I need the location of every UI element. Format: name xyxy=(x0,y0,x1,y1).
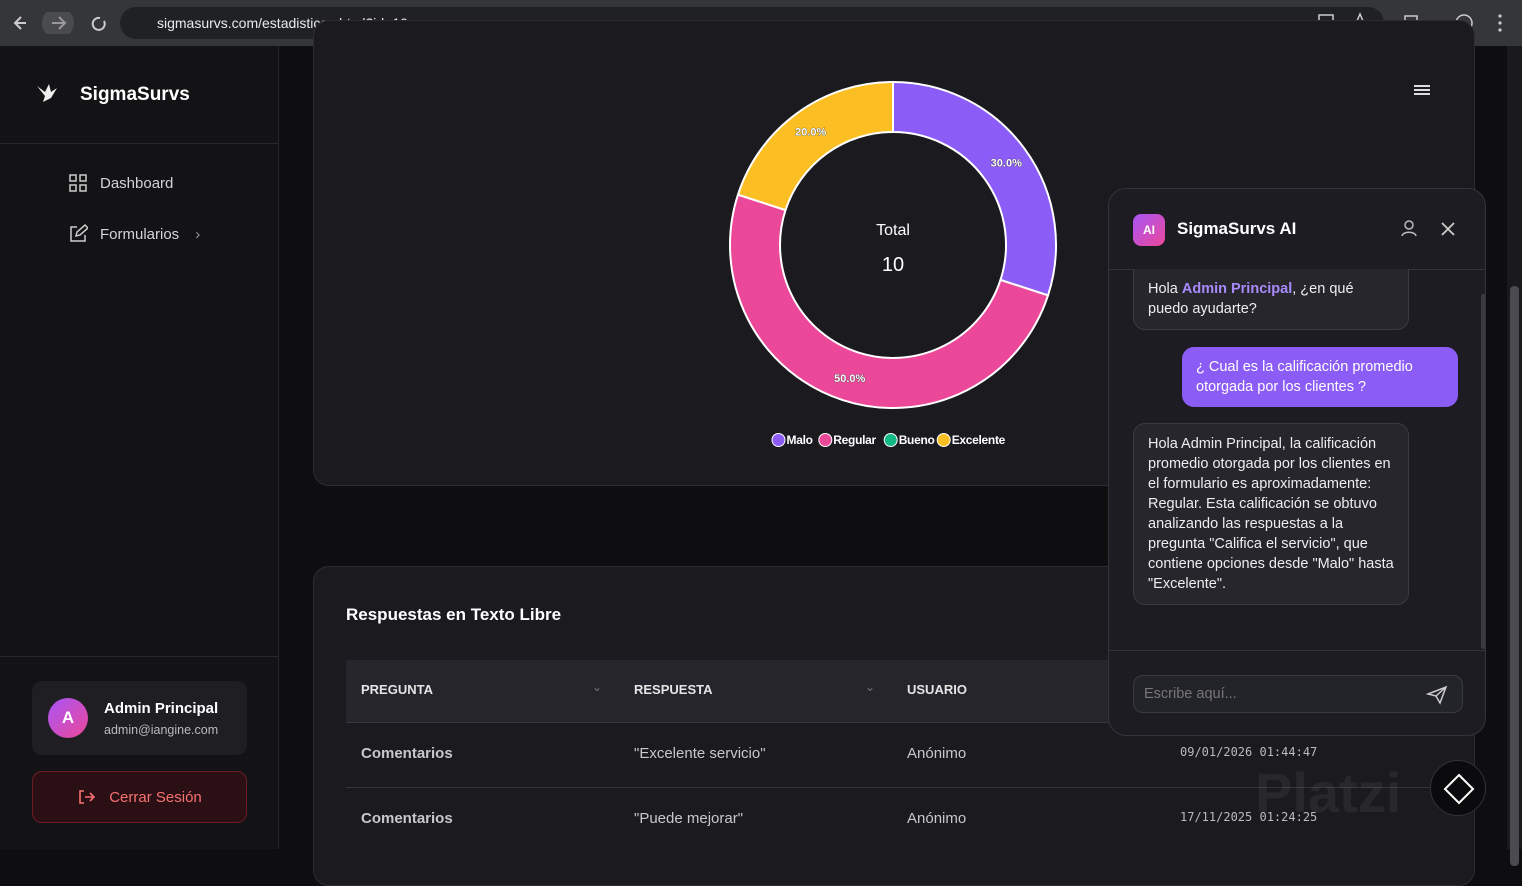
table-cell: "Excelente servicio" xyxy=(634,745,766,762)
nav-item[interactable]: Dashboard xyxy=(68,173,173,193)
bot-message: Hola Admin Principal, la calificación pr… xyxy=(1133,423,1409,605)
sidebar: SigmaSurvs Dashboard Formularios › A Admi… xyxy=(0,46,279,849)
legend-swatch xyxy=(771,433,786,447)
column-header[interactable]: USUARIO xyxy=(907,682,967,697)
column-header[interactable]: RESPUESTA xyxy=(634,682,713,697)
input-placeholder: Escribe aquí... xyxy=(1144,686,1237,702)
legend-swatch xyxy=(883,433,898,447)
slice-label: 20.0% xyxy=(795,127,826,139)
divider xyxy=(0,656,279,657)
nav-label: Dashboard xyxy=(100,174,174,192)
legend-label: Malo xyxy=(787,433,813,447)
row-divider xyxy=(346,787,1446,788)
center-total: 10 xyxy=(882,254,904,276)
chat-panel: AI SigmaSurvs AI Hola Admin Principal, ¿… xyxy=(1108,188,1486,736)
message-text: , ¿en qué puedo ayudarte? xyxy=(1148,281,1354,317)
legend-label: Regular xyxy=(833,433,876,447)
legend-label: Excelente xyxy=(952,433,1006,447)
column-header[interactable]: PREGUNTA xyxy=(361,682,433,697)
table-cell: 09/01/2026 01:44:47 xyxy=(1180,745,1318,759)
user-email: admin@iangine.com xyxy=(104,723,219,737)
brand-name: SigmaSurvs xyxy=(80,84,190,105)
avatar: A xyxy=(48,698,88,738)
legend-swatch xyxy=(818,433,833,447)
user-card: A Admin Principal admin@iangine.com xyxy=(32,681,247,755)
donut-chart: 30.0% 50.0% 20.0% Total 10 Malo Regular Bueno Ex… xyxy=(729,80,1057,447)
center-label: Total xyxy=(876,222,910,239)
user-mention: Admin Principal xyxy=(1181,281,1293,297)
page-scrollbar[interactable] xyxy=(1507,46,1522,866)
logout-button[interactable]: Cerrar Sesión xyxy=(32,771,247,823)
logout-label: Cerrar Sesión xyxy=(109,788,202,806)
row-divider xyxy=(346,722,1446,723)
user-message: ¿ Cual es la calificación promedio otorg… xyxy=(1182,347,1458,407)
table-cell: Comentarios xyxy=(361,745,453,762)
slice-label: 50.0% xyxy=(834,373,865,385)
nav-item[interactable]: Formularios › xyxy=(68,224,200,244)
slice xyxy=(736,80,894,212)
nav-buttons[interactable] xyxy=(12,12,112,34)
chart-menu[interactable] xyxy=(1412,83,1434,99)
chat-toggle[interactable] xyxy=(1430,760,1486,816)
brand-logo xyxy=(37,84,57,102)
table-title: Respuestas en Texto Libre xyxy=(346,605,562,624)
table-cell: "Puede mejorar" xyxy=(634,810,744,827)
scrollbar[interactable] xyxy=(1481,294,1485,649)
ai-badge: AI xyxy=(1133,214,1165,246)
slice xyxy=(729,193,1050,409)
slice xyxy=(892,80,1057,297)
user-name: Admin Principal xyxy=(104,700,219,717)
nav-label: Formularios xyxy=(100,225,180,243)
chat-actions[interactable] xyxy=(1399,219,1459,239)
legend-label: Bueno xyxy=(899,433,935,447)
table-cell: Comentarios xyxy=(361,810,453,827)
bot-message: Hola Admin Principal, ¿en qué puedo ayud… xyxy=(1133,269,1409,330)
watermark: Platzi xyxy=(1255,761,1402,824)
send-button[interactable] xyxy=(1426,685,1448,705)
legend-swatch xyxy=(936,433,951,447)
table-cell: 17/11/2025 01:24:25 xyxy=(1180,810,1318,824)
table-cell: Anónimo xyxy=(907,810,967,827)
table-cell: Anónimo xyxy=(907,745,967,762)
chat-input[interactable]: Escribe aquí... xyxy=(1133,675,1463,713)
divider xyxy=(0,143,279,144)
slice-label: 30.0% xyxy=(991,158,1022,170)
message-text: Hola xyxy=(1148,281,1182,297)
chat-title: SigmaSurvs AI xyxy=(1177,219,1297,238)
